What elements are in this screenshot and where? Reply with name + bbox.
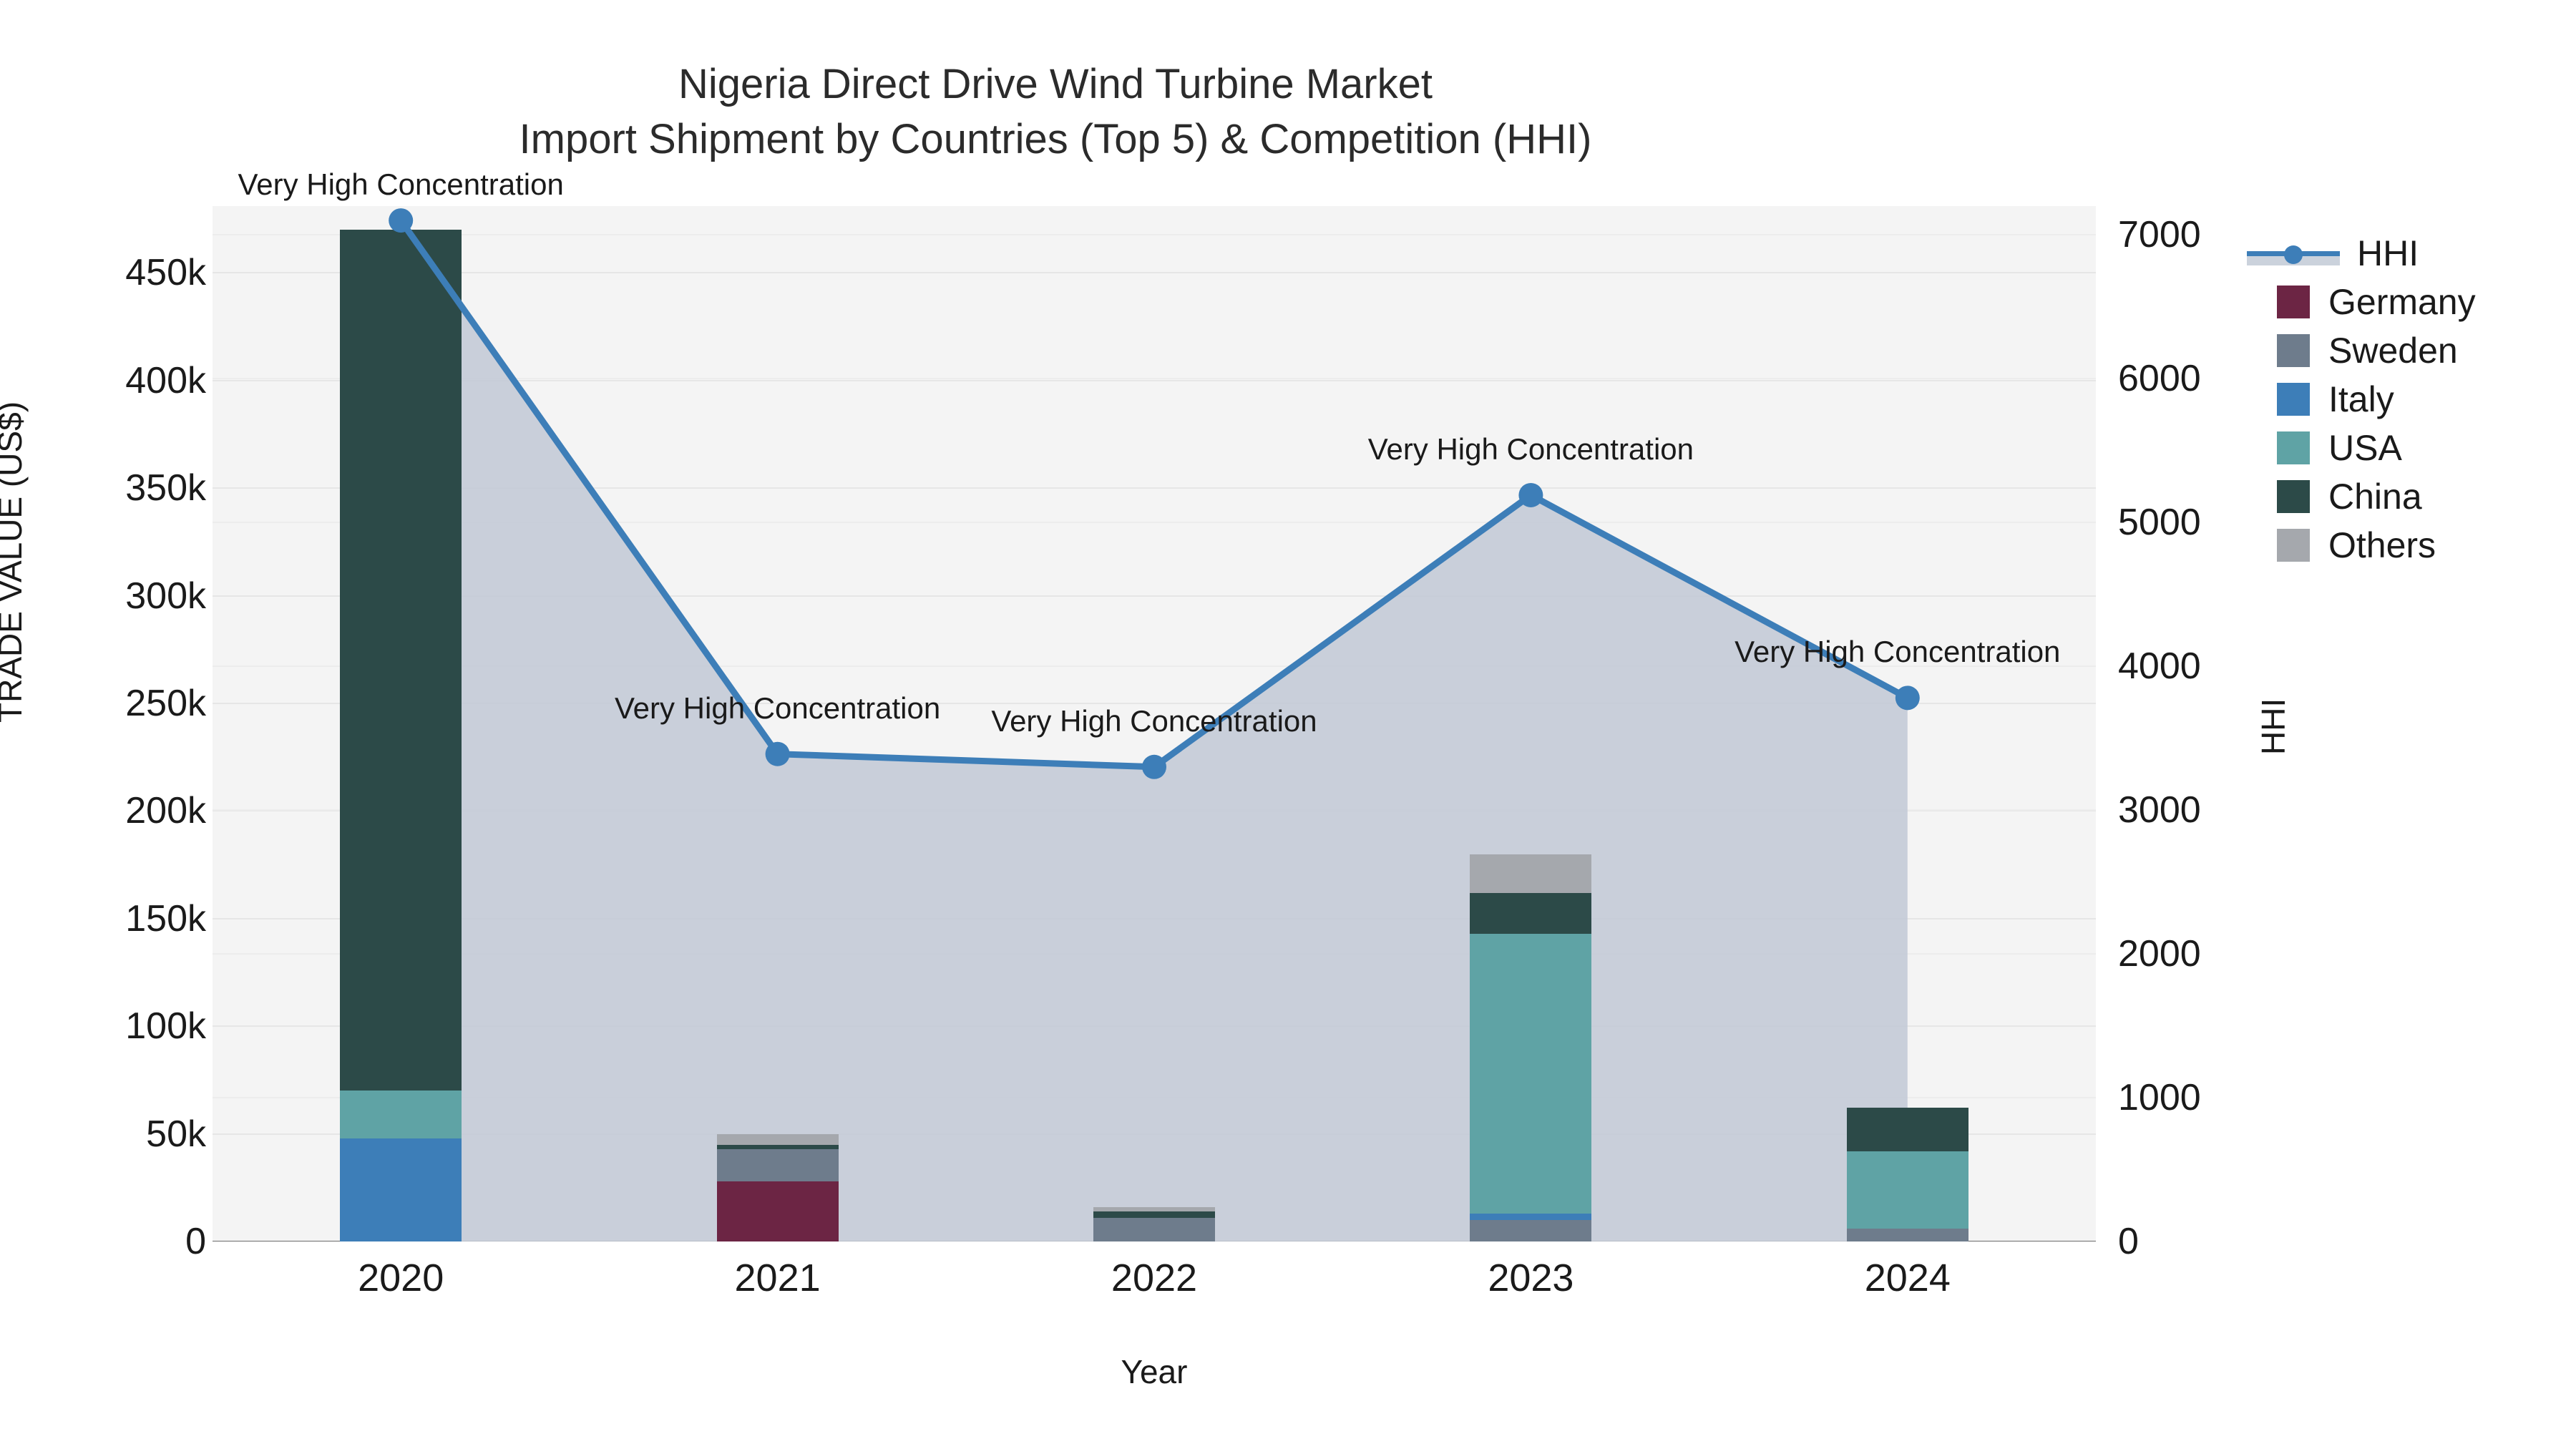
bar-segment-china-2020 (340, 230, 462, 1091)
legend-label-italy: Italy (2328, 379, 2394, 419)
legend-label-hhi: HHI (2357, 233, 2419, 273)
bar-segment-sweden-2021 (716, 1148, 839, 1181)
y-tick-left-150k: 150k (125, 897, 206, 940)
legend-line-dot (2284, 245, 2303, 264)
legend-label-usa: USA (2328, 428, 2402, 468)
legend-item-italy[interactable]: Italy (2247, 375, 2562, 424)
bar-segment-italy-2020 (340, 1138, 462, 1241)
y-tick-left-0: 0 (185, 1221, 206, 1262)
legend-swatch-italy (2277, 383, 2310, 416)
bar-segment-china-2021 (716, 1144, 839, 1149)
y-tick-left-300k: 300k (125, 575, 206, 617)
legend-item-germany[interactable]: Germany (2247, 278, 2562, 326)
plot-area (213, 206, 2096, 1241)
y-tick-left-250k: 250k (125, 682, 206, 724)
legend-swatch-germany (2277, 286, 2310, 318)
legend-label-germany: Germany (2328, 282, 2476, 322)
y-tick-left-50k: 50k (146, 1113, 206, 1155)
annotation-2021: Very High Concentration (614, 691, 941, 725)
legend-item-sweden[interactable]: Sweden (2247, 326, 2562, 375)
legend-label-others: Others (2328, 525, 2436, 565)
x-tick-2024: 2024 (1864, 1257, 1951, 1299)
legend-swatch-sweden (2277, 334, 2310, 367)
legend-label-china: China (2328, 477, 2422, 517)
bar-segment-china-2023 (1470, 892, 1592, 934)
bar-segment-china-2022 (1093, 1211, 1215, 1218)
bar-segment-italy-2023 (1470, 1213, 1592, 1220)
x-axis-label: Year (1121, 1353, 1188, 1390)
y-tick-right-4000: 4000 (2118, 645, 2201, 688)
y-tick-left-100k: 100k (125, 1005, 206, 1048)
x-tick-2021: 2021 (734, 1257, 821, 1299)
y-tick-left-400k: 400k (125, 359, 206, 401)
legend-item-others[interactable]: Others (2247, 521, 2562, 570)
annotation-2023: Very High Concentration (1367, 431, 1694, 466)
annotation-2022: Very High Concentration (991, 703, 1317, 738)
x-tick-2020: 2020 (358, 1257, 444, 1299)
y-tick-right-2000: 2000 (2118, 933, 2201, 975)
y-tick-right-7000: 7000 (2118, 214, 2201, 256)
legend-item-china[interactable]: China (2247, 472, 2562, 521)
legend-item-usa[interactable]: USA (2247, 424, 2562, 472)
y-axis-label-right: HHI (2255, 698, 2292, 755)
bar-segment-others-2022 (1093, 1206, 1215, 1211)
y-axis-label-left: TRADE VALUE (US$) (0, 401, 29, 723)
bar-segment-usa-2024 (1846, 1151, 1968, 1229)
y-tick-right-1000: 1000 (2118, 1077, 2201, 1119)
legend-item-hhi[interactable]: HHI (2247, 229, 2562, 278)
annotation-2020: Very High Concentration (238, 167, 564, 202)
legend: HHI Germany Sweden Italy USA China Others (2247, 229, 2562, 570)
chart-title-line2: Import Shipment by Countries (Top 5) & C… (519, 115, 1592, 162)
y-tick-right-0: 0 (2118, 1221, 2139, 1262)
legend-line-marker (2247, 237, 2340, 270)
bar-segment-usa-2023 (1470, 933, 1592, 1214)
bar-segment-others-2021 (716, 1133, 839, 1145)
legend-swatch-others (2277, 529, 2310, 562)
bar-segment-sweden-2022 (1093, 1217, 1215, 1241)
y-tick-right-3000: 3000 (2118, 789, 2201, 831)
legend-label-sweden: Sweden (2328, 331, 2458, 371)
y-tick-right-6000: 6000 (2118, 358, 2201, 400)
y-tick-left-200k: 200k (125, 790, 206, 832)
annotation-2024: Very High Concentration (1735, 635, 2061, 669)
bar-segment-others-2023 (1470, 854, 1592, 893)
y-tick-left-450k: 450k (125, 252, 206, 294)
bar-segment-usa-2020 (340, 1091, 462, 1138)
legend-swatch-china (2277, 480, 2310, 513)
chart-title: Nigeria Direct Drive Wind Turbine Market… (0, 57, 2111, 167)
bar-segment-germany-2021 (716, 1181, 839, 1241)
y-tick-left-350k: 350k (125, 467, 206, 509)
legend-swatch-usa (2277, 431, 2310, 464)
x-tick-2023: 2023 (1488, 1257, 1574, 1299)
bar-segment-sweden-2024 (1846, 1228, 1968, 1241)
chart-title-line1: Nigeria Direct Drive Wind Turbine Market (678, 61, 1433, 107)
bar-segment-china-2024 (1846, 1108, 1968, 1151)
x-tick-2022: 2022 (1111, 1257, 1198, 1299)
y-tick-right-5000: 5000 (2118, 502, 2201, 544)
bar-segment-sweden-2023 (1470, 1219, 1592, 1241)
